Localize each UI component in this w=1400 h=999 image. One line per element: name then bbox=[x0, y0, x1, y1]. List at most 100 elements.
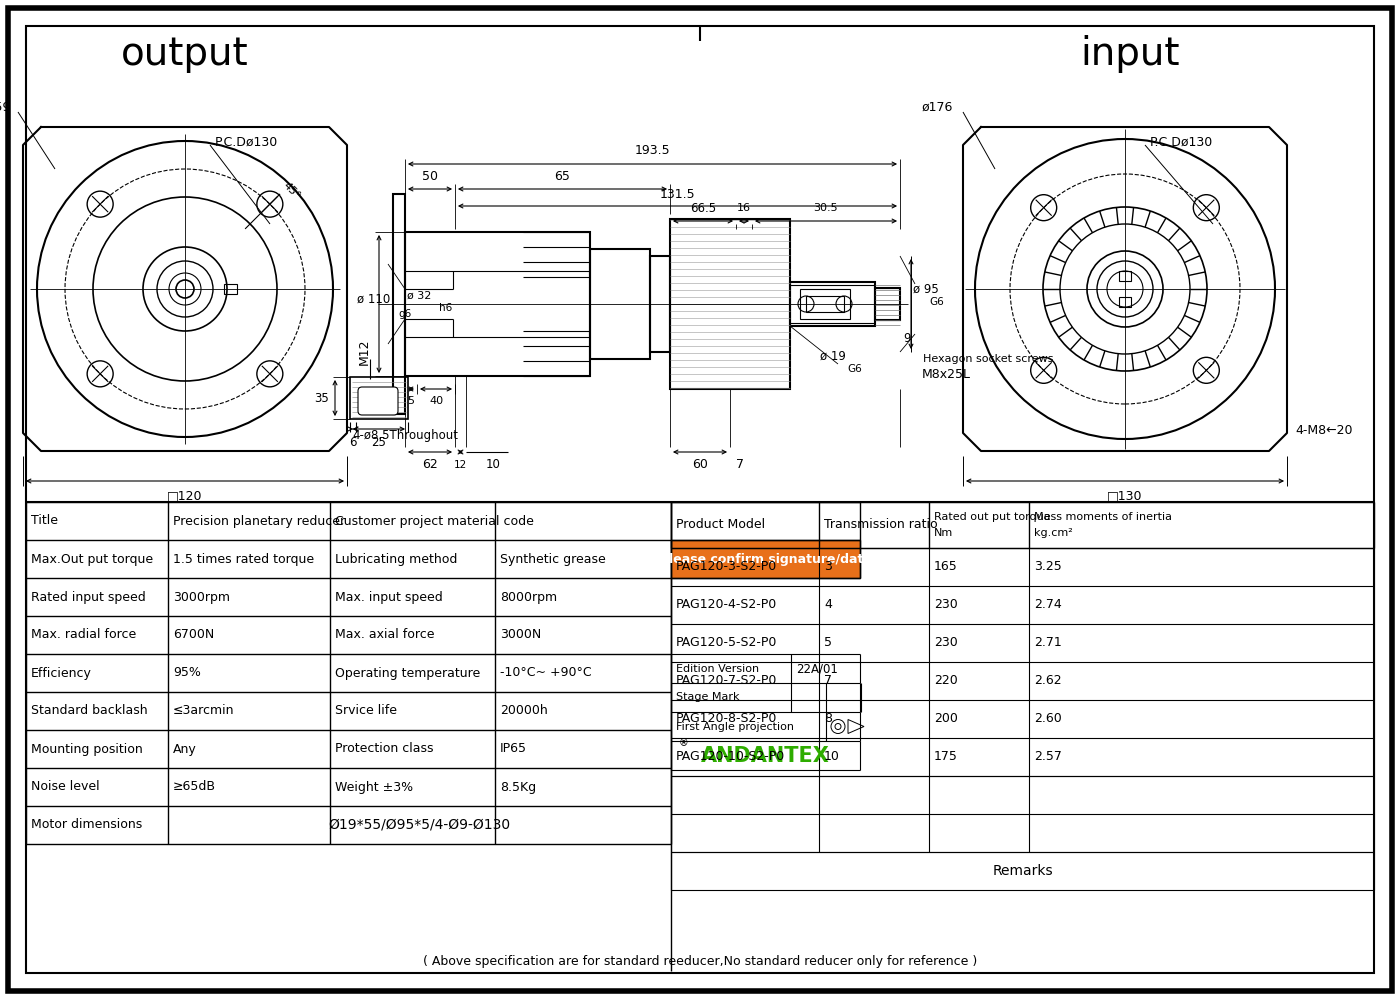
Text: 5: 5 bbox=[407, 396, 414, 406]
Text: 4-ø8.5Throughout: 4-ø8.5Throughout bbox=[351, 430, 458, 443]
Text: Lubricating method: Lubricating method bbox=[335, 552, 458, 565]
Text: P.C.Dø130: P.C.Dø130 bbox=[216, 136, 279, 149]
Text: 3000rpm: 3000rpm bbox=[174, 590, 230, 603]
Text: 2.60: 2.60 bbox=[1035, 712, 1061, 725]
Text: 20000h: 20000h bbox=[500, 704, 547, 717]
Text: g6: g6 bbox=[398, 309, 412, 319]
Text: ≤3arcmin: ≤3arcmin bbox=[174, 704, 235, 717]
Text: Max. radial force: Max. radial force bbox=[31, 628, 136, 641]
Bar bbox=[589, 249, 650, 359]
Text: Noise level: Noise level bbox=[31, 780, 99, 793]
Text: output: output bbox=[122, 35, 249, 73]
Text: 4-M8←20: 4-M8←20 bbox=[1295, 425, 1352, 438]
Text: Motor dimensions: Motor dimensions bbox=[31, 818, 143, 831]
Text: 3.25: 3.25 bbox=[1035, 560, 1061, 573]
Text: 2.74: 2.74 bbox=[1035, 598, 1061, 611]
Text: ANDANTEX: ANDANTEX bbox=[701, 745, 830, 765]
Text: 66.5: 66.5 bbox=[690, 202, 715, 215]
Text: Operating temperature: Operating temperature bbox=[335, 666, 480, 679]
Text: ø 32: ø 32 bbox=[407, 291, 431, 301]
Text: 131.5: 131.5 bbox=[659, 188, 696, 201]
Text: 1.5 times rated torque: 1.5 times rated torque bbox=[174, 552, 314, 565]
Text: 60: 60 bbox=[692, 459, 708, 472]
Text: 7: 7 bbox=[825, 674, 832, 687]
Text: ø159: ø159 bbox=[0, 101, 11, 114]
Text: Hexagon socket screws: Hexagon socket screws bbox=[923, 354, 1053, 364]
Text: 9: 9 bbox=[903, 333, 910, 346]
Text: 12: 12 bbox=[454, 460, 468, 470]
Text: 30.5: 30.5 bbox=[813, 203, 839, 213]
Text: kg.cm²: kg.cm² bbox=[1035, 528, 1072, 538]
Text: 3: 3 bbox=[825, 560, 832, 573]
Text: ø 95: ø 95 bbox=[913, 283, 939, 296]
Bar bbox=[671, 219, 790, 389]
Text: ( Above specification are for standard reeducer,No standard reducer only for ref: ( Above specification are for standard r… bbox=[423, 954, 977, 967]
Bar bbox=[790, 282, 875, 326]
Text: 40: 40 bbox=[428, 396, 442, 406]
Bar bbox=[1119, 297, 1131, 307]
Text: 8: 8 bbox=[825, 712, 832, 725]
Text: ø 19: ø 19 bbox=[820, 350, 846, 363]
Text: PAG120-4-S2-P0: PAG120-4-S2-P0 bbox=[676, 598, 777, 611]
Bar bbox=[650, 256, 671, 352]
Text: G6: G6 bbox=[930, 297, 944, 307]
Text: 16: 16 bbox=[736, 203, 750, 213]
Text: Ø19*55/Ø95*5/4-Ø9-Ø130: Ø19*55/Ø95*5/4-Ø9-Ø130 bbox=[329, 818, 511, 832]
Text: 65: 65 bbox=[554, 171, 570, 184]
Text: Title: Title bbox=[31, 514, 57, 527]
Text: 200: 200 bbox=[934, 712, 958, 725]
Text: Protection class: Protection class bbox=[335, 742, 434, 755]
Text: h6: h6 bbox=[440, 303, 452, 313]
Text: Efficiency: Efficiency bbox=[31, 666, 92, 679]
Text: 230: 230 bbox=[934, 636, 958, 649]
Text: Mounting position: Mounting position bbox=[31, 742, 143, 755]
Text: Stage Mark: Stage Mark bbox=[676, 692, 739, 702]
Text: ø 110: ø 110 bbox=[357, 293, 391, 306]
Bar bbox=[393, 194, 405, 414]
Text: 95%: 95% bbox=[174, 666, 200, 679]
Text: IP65: IP65 bbox=[500, 742, 526, 755]
Bar bbox=[806, 296, 844, 312]
Text: ø176: ø176 bbox=[921, 101, 953, 114]
Text: -10°C~ +90°C: -10°C~ +90°C bbox=[500, 666, 592, 679]
Text: 10: 10 bbox=[825, 750, 840, 763]
Text: 5: 5 bbox=[825, 636, 832, 649]
Text: G6: G6 bbox=[847, 364, 862, 374]
Text: 25: 25 bbox=[371, 436, 386, 449]
Text: 6700N: 6700N bbox=[174, 628, 214, 641]
Text: 62: 62 bbox=[423, 459, 438, 472]
Text: Srvice life: Srvice life bbox=[335, 704, 398, 717]
Text: 7: 7 bbox=[736, 459, 743, 472]
Text: □130: □130 bbox=[1107, 490, 1142, 502]
Text: Max.Out put torque: Max.Out put torque bbox=[31, 552, 153, 565]
Bar bbox=[671, 540, 860, 578]
Text: 2.71: 2.71 bbox=[1035, 636, 1061, 649]
Text: 2.57: 2.57 bbox=[1035, 750, 1061, 763]
Text: Standard backlash: Standard backlash bbox=[31, 704, 147, 717]
Text: 8000rpm: 8000rpm bbox=[500, 590, 557, 603]
Text: 165: 165 bbox=[934, 560, 958, 573]
Text: 193.5: 193.5 bbox=[634, 145, 671, 158]
Bar bbox=[875, 288, 900, 320]
Text: Precision planetary reducer: Precision planetary reducer bbox=[174, 514, 346, 527]
Text: Mass moments of inertia: Mass moments of inertia bbox=[1035, 512, 1172, 522]
Text: M12: M12 bbox=[357, 339, 371, 366]
Text: 3000N: 3000N bbox=[500, 628, 542, 641]
Text: M8x25L: M8x25L bbox=[921, 368, 970, 381]
Text: 230: 230 bbox=[934, 598, 958, 611]
Bar bbox=[350, 377, 407, 419]
Text: PAG120-10-S2-P0: PAG120-10-S2-P0 bbox=[676, 750, 785, 763]
Text: 8.5Kg: 8.5Kg bbox=[500, 780, 536, 793]
Text: 6: 6 bbox=[349, 436, 357, 449]
Text: 175: 175 bbox=[934, 750, 958, 763]
Text: input: input bbox=[1081, 35, 1180, 73]
Text: ≥65dB: ≥65dB bbox=[174, 780, 216, 793]
Text: Any: Any bbox=[174, 742, 197, 755]
Text: Synthetic grease: Synthetic grease bbox=[500, 552, 606, 565]
Text: Nm: Nm bbox=[934, 528, 953, 538]
Text: ®: ® bbox=[679, 738, 689, 748]
Text: Remarks: Remarks bbox=[993, 864, 1053, 878]
Text: Max. input speed: Max. input speed bbox=[335, 590, 442, 603]
Text: Rated input speed: Rated input speed bbox=[31, 590, 146, 603]
Text: 35: 35 bbox=[315, 392, 329, 405]
